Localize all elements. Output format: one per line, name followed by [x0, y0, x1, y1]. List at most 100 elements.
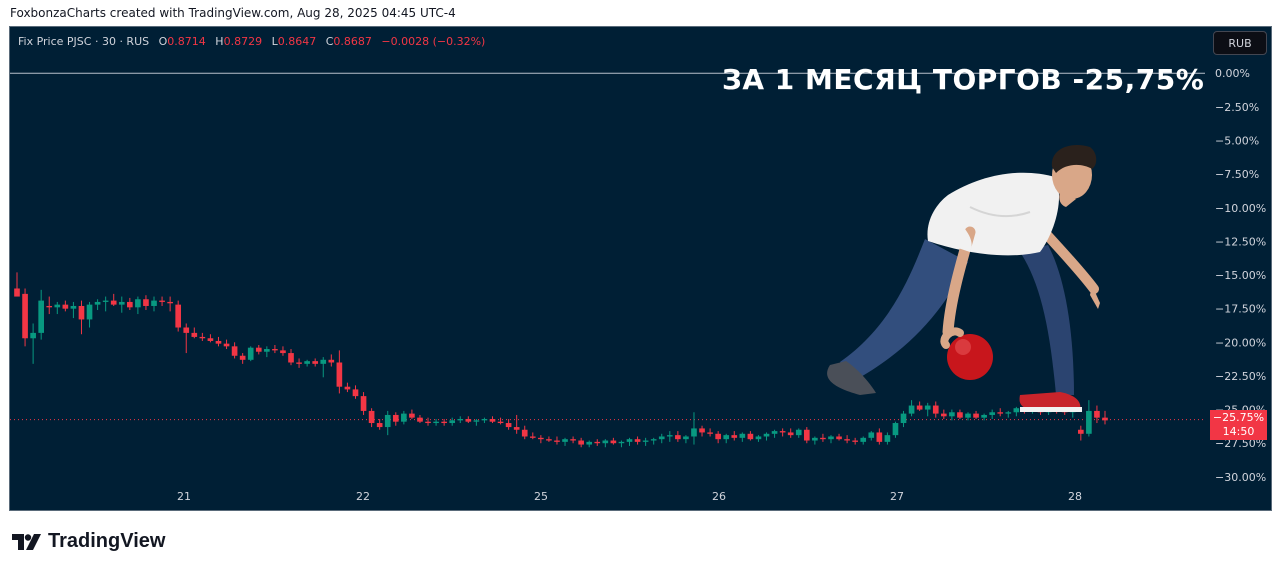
candle[interactable] [554, 436, 560, 445]
candle[interactable] [304, 359, 310, 367]
candle[interactable] [715, 431, 721, 444]
candle[interactable] [634, 436, 641, 445]
candle[interactable] [272, 344, 278, 354]
candle[interactable] [707, 428, 713, 437]
candle[interactable] [626, 437, 633, 446]
candle[interactable] [763, 432, 770, 441]
candle[interactable] [264, 346, 270, 358]
candle[interactable] [666, 431, 673, 442]
candle[interactable] [296, 358, 302, 368]
candle[interactable] [940, 409, 947, 419]
candle[interactable] [521, 425, 528, 440]
candle[interactable] [546, 436, 552, 442]
candle[interactable] [675, 431, 681, 442]
candle[interactable] [392, 412, 399, 426]
candle[interactable] [441, 418, 447, 426]
candle[interactable] [1013, 406, 1020, 417]
candle[interactable] [981, 413, 987, 421]
candle[interactable] [143, 295, 149, 311]
candle[interactable] [965, 412, 971, 421]
candle[interactable] [38, 289, 44, 340]
candle[interactable] [344, 382, 351, 393]
candle[interactable] [562, 437, 568, 446]
candle[interactable] [239, 353, 246, 364]
candle[interactable] [529, 432, 536, 440]
candle[interactable] [618, 440, 625, 448]
candle[interactable] [949, 409, 955, 421]
candle[interactable] [989, 409, 995, 419]
candle[interactable] [876, 428, 883, 445]
candle[interactable] [30, 323, 36, 364]
candle[interactable] [135, 296, 141, 315]
candle[interactable] [247, 346, 254, 362]
candle[interactable] [731, 431, 738, 441]
candle[interactable] [755, 435, 762, 442]
candle[interactable] [127, 297, 133, 311]
candle[interactable] [255, 344, 262, 355]
candle[interactable] [884, 432, 891, 445]
candle[interactable] [683, 435, 689, 444]
candle[interactable] [159, 296, 165, 306]
candle[interactable] [336, 350, 343, 394]
candle[interactable] [828, 435, 834, 444]
candle[interactable] [1102, 410, 1108, 425]
candle[interactable] [1086, 400, 1092, 437]
candle[interactable] [570, 436, 576, 444]
candle[interactable] [916, 401, 923, 411]
candle[interactable] [787, 428, 794, 438]
candle[interactable] [586, 440, 593, 448]
candle[interactable] [836, 433, 842, 441]
candle[interactable] [199, 332, 206, 341]
candle[interactable] [94, 299, 101, 311]
candle[interactable] [102, 296, 109, 312]
candle[interactable] [191, 327, 198, 339]
candle[interactable] [320, 357, 327, 378]
candle[interactable] [868, 431, 875, 441]
candle[interactable] [449, 417, 456, 426]
candle[interactable] [803, 427, 810, 444]
candle[interactable] [538, 435, 544, 444]
candle[interactable] [401, 410, 407, 425]
candle[interactable] [513, 414, 520, 434]
candle[interactable] [86, 301, 93, 328]
candle[interactable] [352, 385, 359, 399]
candle[interactable] [852, 437, 858, 445]
candle[interactable] [497, 417, 504, 425]
candle[interactable] [409, 409, 415, 419]
candle[interactable] [594, 439, 601, 446]
candle[interactable] [368, 408, 375, 428]
candle[interactable] [70, 301, 77, 319]
candle[interactable] [473, 418, 480, 426]
candle[interactable] [360, 392, 367, 415]
candle[interactable] [46, 296, 53, 315]
candle[interactable] [820, 433, 826, 442]
candle[interactable] [892, 421, 899, 438]
candle[interactable] [1005, 410, 1012, 418]
candle[interactable] [610, 437, 617, 445]
candle[interactable] [739, 432, 746, 442]
candle[interactable] [723, 433, 730, 444]
candle[interactable] [699, 425, 705, 437]
candle[interactable] [280, 346, 286, 356]
candle[interactable] [1078, 425, 1084, 441]
candle[interactable] [997, 408, 1004, 417]
candle[interactable] [489, 416, 496, 424]
candle[interactable] [642, 437, 649, 446]
chart-panel[interactable]: 0.00% −2.50% −5.00% −7.50% −10.00% −12.50% −15… [9, 26, 1272, 511]
candle[interactable] [860, 436, 867, 445]
candle[interactable] [425, 417, 431, 426]
candle[interactable] [215, 336, 222, 347]
candle[interactable] [288, 349, 294, 366]
candlestick-chart[interactable]: 0.00% −2.50% −5.00% −7.50% −10.00% −12.50% −15… [10, 27, 1271, 510]
candle[interactable] [602, 439, 609, 448]
candle[interactable] [481, 417, 488, 424]
candle[interactable] [908, 400, 915, 417]
candle[interactable] [223, 339, 230, 350]
candle[interactable] [54, 301, 61, 315]
candle[interactable] [795, 428, 802, 438]
candle[interactable] [779, 428, 786, 437]
currency-button[interactable]: RUB [1213, 31, 1267, 55]
tradingview-logo[interactable]: TradingView [12, 530, 165, 553]
candle[interactable] [175, 300, 182, 332]
candle[interactable] [691, 412, 697, 445]
